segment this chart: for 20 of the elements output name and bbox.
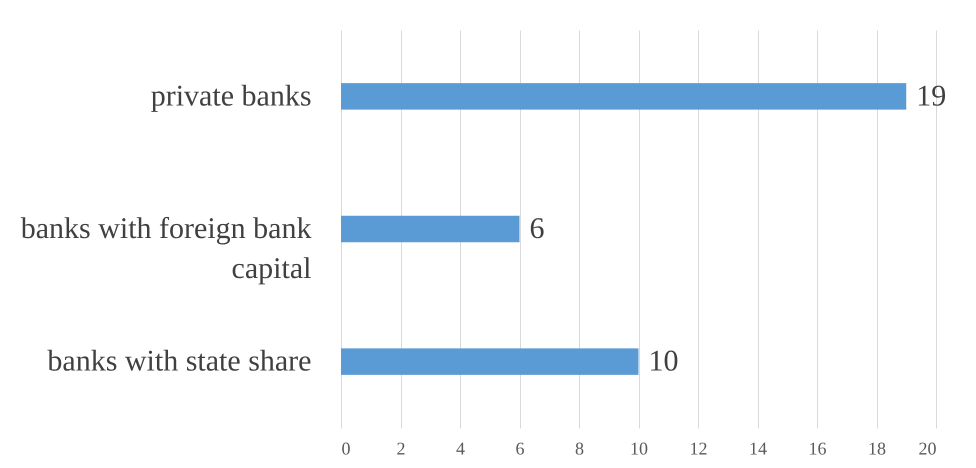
bar (341, 348, 638, 375)
x-tick-label: 6 (516, 438, 524, 458)
x-tick-label: 10 (630, 438, 648, 458)
data-label: 19 (916, 79, 946, 112)
x-tick-label: 14 (749, 438, 767, 458)
x-tick-label: 0 (342, 438, 350, 458)
y-tick-label: banks with state share (47, 344, 312, 378)
bar (341, 83, 906, 110)
x-tick-label: 2 (396, 438, 406, 458)
bar (341, 216, 520, 242)
x-tick-label: 4 (456, 438, 465, 458)
data-label: 6 (530, 212, 544, 245)
y-tick-label: private banks (150, 79, 312, 112)
x-tick-label: 16 (808, 438, 826, 458)
data-label: 10 (648, 344, 678, 378)
x-tick-label: 8 (575, 438, 584, 458)
x-tick-label: 12 (690, 438, 708, 458)
y-tick-label: banks with foreign bank capital (20, 212, 312, 285)
x-tick-label: 20 (918, 438, 936, 458)
x-tick-label: 18 (868, 438, 886, 458)
